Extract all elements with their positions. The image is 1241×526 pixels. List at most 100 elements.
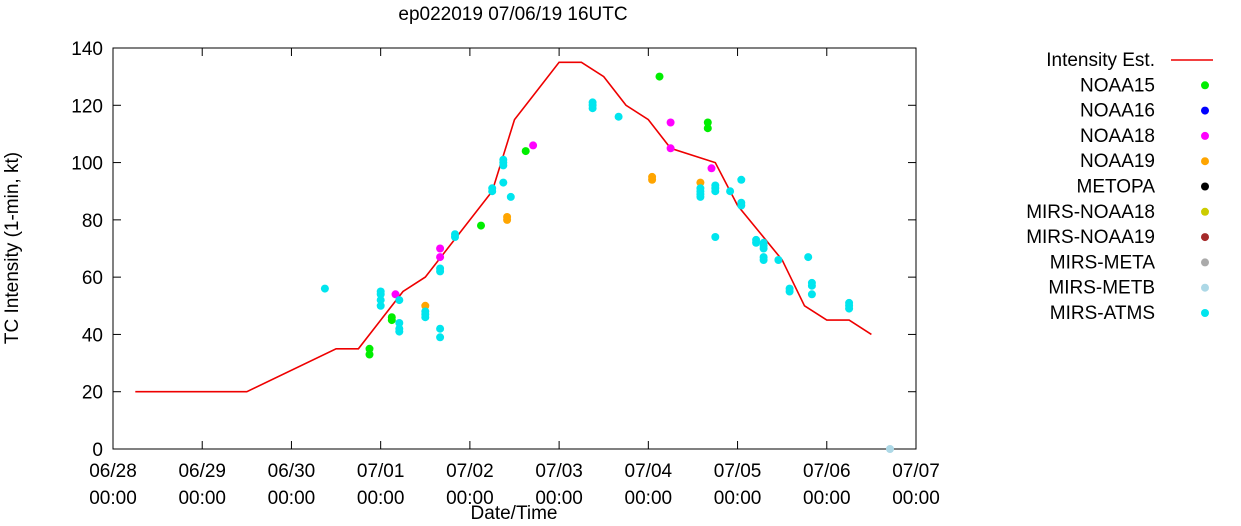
x-tick-label-date: 07/01 — [357, 461, 405, 482]
point-noaa18 — [707, 164, 716, 173]
point-mirs-atms — [845, 298, 854, 307]
point-noaa18 — [666, 144, 675, 153]
point-mirs-atms — [737, 175, 746, 184]
y-tick-label: 60 — [82, 268, 103, 289]
legend-label-noaa16: NOAA16 — [1080, 101, 1155, 122]
legend-label-mirs-metb: MIRS-METB — [1048, 278, 1155, 299]
legend-label-noaa15: NOAA15 — [1080, 75, 1155, 96]
legend-swatch-mirs-noaa18 — [1201, 207, 1209, 216]
point-mirs-atms — [759, 238, 768, 247]
point-mirs-atms — [436, 264, 445, 273]
legend-label-intensity-est: Intensity Est. — [1046, 50, 1155, 71]
x-tick-label-time: 00:00 — [268, 488, 316, 509]
chart-title: ep022019 07/06/19 16UTC — [398, 4, 627, 25]
point-mirs-atms — [451, 230, 459, 239]
legend-label-mirs-noaa18: MIRS-NOAA18 — [1026, 202, 1155, 223]
legend-swatch-metopa — [1201, 182, 1209, 191]
point-mirs-atms — [376, 287, 385, 296]
point-noaa19 — [696, 178, 705, 187]
x-tick-label-time: 00:00 — [803, 488, 851, 509]
intensity-est-line — [135, 61, 872, 393]
legend-swatch-noaa15 — [1201, 81, 1209, 90]
point-noaa18 — [436, 244, 445, 253]
legend: Intensity Est. NOAA15 NOAA16 NOAA18 NOAA19 ME… — [1026, 50, 1213, 324]
legend-label-mirs-noaa19: MIRS-NOAA19 — [1026, 227, 1155, 248]
legend-label-mirs-meta: MIRS-META — [1050, 252, 1156, 273]
point-mirs-atms — [711, 233, 720, 241]
x-tick-label-date: 07/07 — [892, 461, 940, 482]
legend-swatch-noaa16 — [1201, 106, 1209, 115]
x-axis-label: Date/Time — [471, 503, 558, 521]
x-tick-label-time: 00:00 — [89, 488, 137, 509]
legend-label-noaa19: NOAA19 — [1080, 151, 1155, 172]
axes: 0 20 40 60 80 100 120 140 06/28 00:00 06/29 00:00 06… — [71, 39, 939, 509]
point-mirs-atms — [614, 112, 623, 121]
point-mirs-atms — [696, 184, 705, 193]
point-mirs-atms — [395, 324, 404, 333]
point-noaa15 — [521, 147, 530, 156]
legend-swatch-noaa18 — [1201, 131, 1209, 140]
y-tick-label: 0 — [92, 440, 103, 461]
x-tick-label-time: 00:00 — [357, 488, 405, 509]
point-noaa15 — [703, 124, 712, 133]
point-noaa19 — [421, 301, 430, 310]
x-tick-label-date: 06/29 — [178, 461, 226, 482]
point-mirs-atms — [499, 155, 508, 164]
y-tick-label: 140 — [71, 39, 103, 60]
point-noaa19 — [648, 172, 657, 181]
point-noaa15 — [365, 344, 374, 353]
point-noaa18 — [436, 253, 445, 262]
point-mirs-atms — [785, 284, 794, 293]
point-mirs-atms — [737, 198, 746, 207]
point-mirs-atms — [807, 290, 816, 299]
point-noaa18 — [391, 290, 400, 299]
point-mirs-atms — [421, 307, 430, 316]
point-mirs-atms — [759, 253, 768, 262]
x-tick-label-time: 00:00 — [446, 488, 494, 509]
y-tick-label: 80 — [82, 211, 103, 232]
legend-label-noaa18: NOAA18 — [1080, 126, 1155, 147]
point-noaa18 — [529, 141, 538, 150]
y-axis-label: TC Intensity (1-min, kt) — [2, 152, 23, 344]
legend-swatch-mirs-atms — [1201, 309, 1209, 317]
point-mirs-atms — [395, 319, 404, 327]
point-mirs-atms — [804, 253, 813, 262]
point-mirs-atms — [395, 296, 404, 305]
point-noaa15 — [477, 221, 485, 230]
point-mirs-atms — [774, 256, 783, 264]
legend-swatch-noaa19 — [1201, 157, 1209, 166]
y-tick-label: 20 — [82, 383, 103, 404]
x-tick-label-time: 00:00 — [714, 488, 762, 509]
y-tick-label: 40 — [82, 325, 103, 346]
legend-swatch-mirs-metb — [1201, 283, 1209, 292]
legend-swatch-mirs-meta — [1201, 258, 1209, 267]
point-noaa18 — [666, 118, 675, 127]
x-tick-label-date: 07/02 — [446, 461, 494, 482]
x-tick-label-time: 00:00 — [535, 488, 583, 509]
y-tick-label: 100 — [71, 154, 103, 175]
point-mirs-metb — [886, 445, 894, 453]
legend-label-metopa: METOPA — [1077, 177, 1156, 198]
point-mirs-atms — [752, 235, 761, 244]
x-tick-label-date: 07/05 — [714, 461, 762, 482]
x-tick-label-time: 00:00 — [178, 488, 226, 509]
point-noaa15 — [387, 313, 396, 322]
point-mirs-atms — [807, 278, 816, 287]
x-tick-label-time: 00:00 — [892, 488, 940, 509]
point-noaa15 — [365, 350, 374, 359]
x-tick-label-date: 07/03 — [535, 461, 583, 482]
x-tick-label-time: 00:00 — [625, 488, 673, 509]
point-mirs-atms — [488, 184, 497, 193]
legend-label-mirs-atms: MIRS-ATMS — [1050, 303, 1155, 324]
point-mirs-atms — [376, 296, 385, 305]
point-noaa15 — [703, 118, 712, 127]
point-mirs-atms — [711, 181, 720, 190]
scatter-points-layer — [320, 72, 894, 453]
x-tick-label-date: 06/30 — [268, 461, 316, 482]
x-tick-label-date: 07/04 — [625, 461, 673, 482]
point-mirs-atms — [376, 301, 385, 310]
point-noaa15 — [655, 72, 664, 81]
plot-frame — [112, 47, 917, 450]
point-mirs-atms — [499, 178, 508, 187]
